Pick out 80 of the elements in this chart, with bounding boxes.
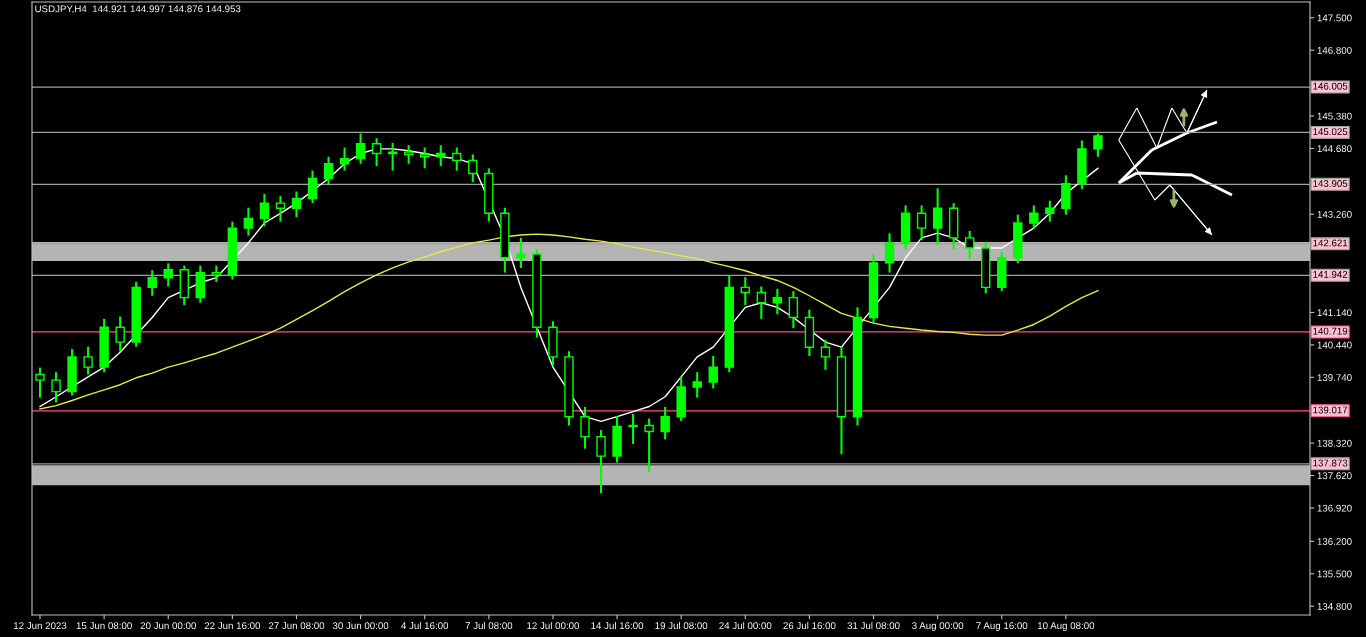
x-tick-label: 22 Jun 16:00: [204, 622, 261, 630]
candlestick: [964, 229, 975, 260]
ref-line-label: 141.942: [1313, 271, 1348, 278]
line-series: [39, 233, 1099, 410]
annotation: USDJPY,H4 144.921 144.997 144.876 144.953: [35, 5, 241, 14]
candlestick: [259, 192, 270, 228]
y-tick-label: 135.500: [1317, 570, 1352, 578]
candlestick: [1045, 199, 1055, 223]
x-tick-label: 14 Jul 16:00: [591, 621, 644, 630]
candlestick: [580, 405, 590, 450]
candlestick: [275, 195, 286, 223]
y-tick-label: 144.680: [1317, 145, 1352, 153]
candlestick: [1029, 204, 1039, 230]
y-tick-label: 141.140: [1317, 309, 1352, 317]
ref-line-label: 146.005: [1313, 82, 1348, 90]
candlestick: [291, 190, 302, 219]
y-tick-label: 137.620: [1317, 472, 1352, 480]
candlestick: [339, 146, 350, 172]
x-tick-label: 12 Jun 2023: [14, 622, 67, 630]
x-tick-label: 19 Jul 08:00: [655, 621, 708, 630]
candlestick: [83, 345, 93, 376]
candlestick: [916, 204, 927, 242]
y-tick-label: 147.500: [1317, 14, 1352, 22]
candlestick: [820, 338, 831, 371]
y-tick-label: 146.800: [1317, 46, 1352, 54]
candlestick: [932, 187, 943, 246]
ref-line-label: 139.017: [1313, 406, 1348, 414]
candlestick: [307, 169, 318, 205]
candlestick: [452, 146, 462, 172]
candlestick: [596, 429, 606, 495]
candlestick: [1093, 132, 1103, 158]
x-tick-label: 7 Jul 08:00: [465, 621, 513, 630]
y-tick-label: 139.740: [1317, 374, 1352, 381]
y-tick-label: 138.320: [1317, 439, 1352, 447]
candlestick: [147, 269, 157, 297]
candlestick: [163, 262, 173, 288]
x-tick-label: 26 Jul 16:00: [783, 621, 836, 630]
candlestick: [243, 206, 254, 237]
candlestick: [660, 405, 670, 441]
x-tick-label: 31 Jul 08:00: [847, 621, 900, 630]
x-tick-label: 10 Aug 08:00: [1037, 622, 1095, 632]
ref-line-label: 140.719: [1313, 327, 1348, 335]
candlestick: [884, 232, 895, 274]
candlestick: [323, 155, 334, 186]
ref-line-label: 142.621: [1313, 239, 1348, 247]
candlestick: [772, 287, 783, 316]
candlestick: [692, 371, 702, 399]
ref-line-label: 137.873: [1313, 459, 1348, 467]
candlestick: [35, 366, 45, 399]
y-tick-label: 136.920: [1317, 504, 1352, 512]
ref-line-label: 143.905: [1313, 180, 1348, 187]
y-tick-label: 134.800: [1317, 602, 1352, 610]
x-tick-label: 4 Jul 16:00: [401, 621, 449, 630]
x-tick-label: 24 Jul 00:00: [719, 621, 772, 630]
y-tick-label: 145.380: [1317, 112, 1352, 120]
candlestick: [708, 354, 718, 390]
x-tick-label: 30 Jun 00:00: [332, 622, 389, 630]
candlestick: [403, 144, 414, 165]
y-tick-label: 140.440: [1317, 341, 1352, 349]
candlestick: [644, 417, 654, 473]
x-tick-label: 20 Jun 00:00: [140, 622, 196, 630]
candlestick: [355, 132, 366, 165]
y-tick-label: 143.260: [1317, 210, 1352, 218]
ref-line-label: 145.025: [1313, 128, 1348, 136]
candlestick: [51, 371, 61, 404]
candlestick: [387, 141, 398, 172]
candlestick: [740, 276, 750, 307]
candlestick: [516, 236, 526, 269]
candlestick: [468, 153, 478, 184]
x-tick-label: 15 Jun 08:00: [76, 622, 132, 630]
x-tick-label: 12 Jul 00:00: [527, 621, 580, 630]
y-tick-label: 136.200: [1317, 538, 1352, 545]
candlestick: [756, 285, 767, 320]
candlestick: [115, 315, 125, 353]
candlestick: [371, 137, 382, 168]
candlestick: [628, 412, 638, 446]
candlestick: [788, 290, 799, 330]
x-tick-label: 27 Jun 08:00: [268, 622, 325, 630]
x-tick-label: 7 Aug 16:00: [976, 622, 1028, 632]
x-tick-label: 3 Aug 00:00: [912, 622, 964, 632]
